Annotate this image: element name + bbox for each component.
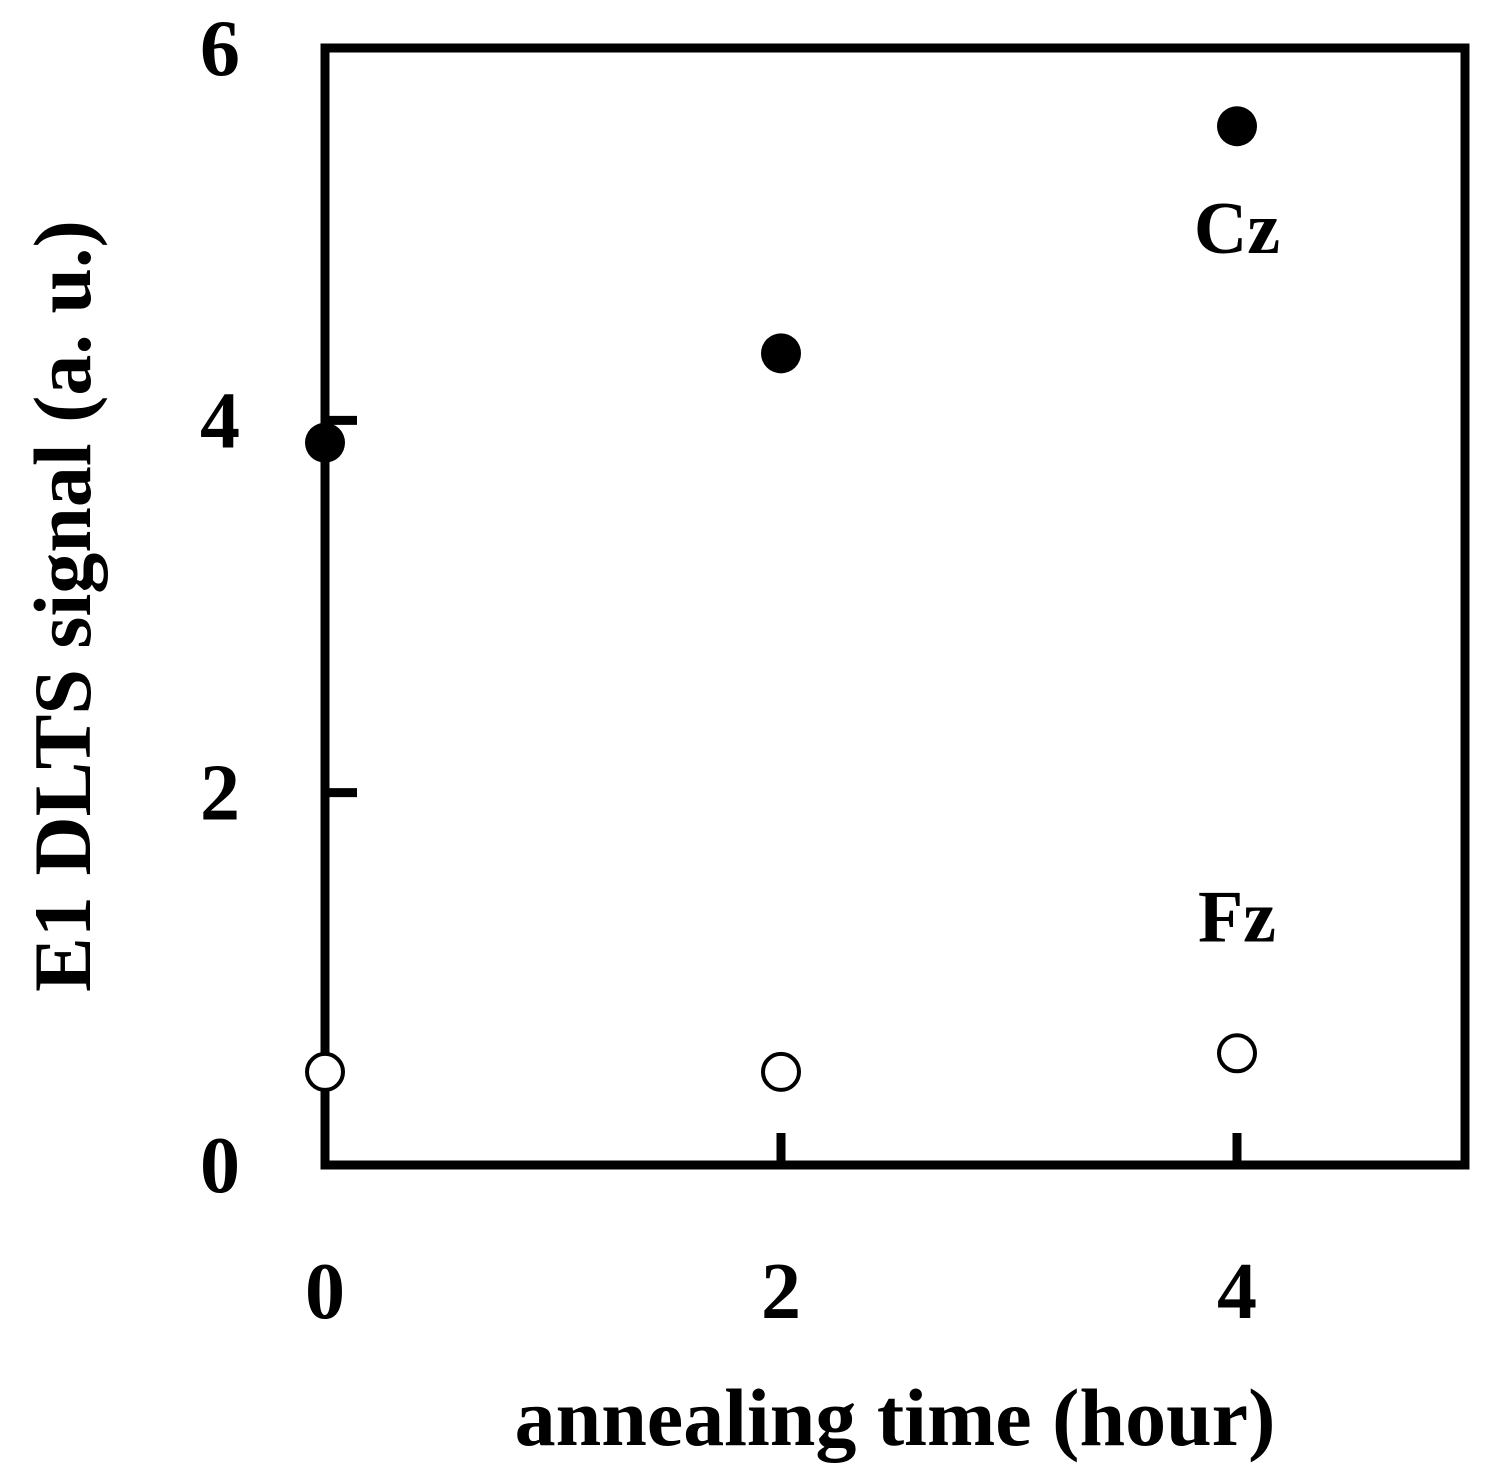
y-tick-label: 2 xyxy=(200,750,240,838)
data-point-filled xyxy=(761,333,801,374)
data-point-open xyxy=(761,1051,801,1092)
x-tick-label: 4 xyxy=(1217,1248,1257,1336)
data-point-open xyxy=(1217,1033,1257,1074)
data-point-filled xyxy=(1217,106,1257,147)
annotation-label: Fz xyxy=(1198,877,1276,959)
annotation-label: Cz xyxy=(1194,188,1280,270)
x-axis-title: annealing time (hour) xyxy=(515,1372,1276,1463)
axis-ticks xyxy=(325,415,1242,1165)
x-tick-label: 2 xyxy=(761,1248,801,1336)
data-point-filled xyxy=(305,422,345,463)
axis-tick-labels: 0 2 4 6 0 2 4 xyxy=(200,5,1257,1336)
y-tick-label: 4 xyxy=(200,377,240,465)
y-tick-label: 0 xyxy=(200,1122,240,1210)
plot-frame xyxy=(320,43,1470,1170)
y-axis-title: E1 DLTS signal (a. u.) xyxy=(17,220,108,992)
x-tick-label: 0 xyxy=(305,1248,345,1336)
data-points xyxy=(305,106,1257,1092)
data-point-open xyxy=(305,1051,345,1092)
annotations: Cz Fz xyxy=(1194,188,1280,959)
y-tick-label: 6 xyxy=(200,5,240,93)
